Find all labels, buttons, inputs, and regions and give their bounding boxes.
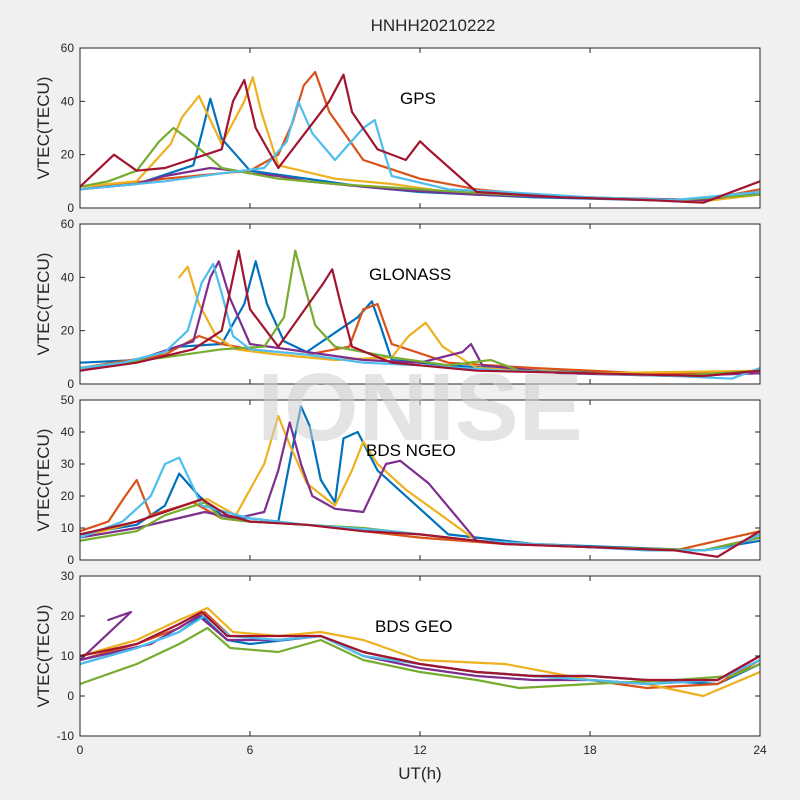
series-line-3	[80, 260, 760, 378]
y-tick-label: 40	[61, 425, 75, 439]
y-tick-label: 10	[61, 521, 75, 535]
y-tick-label: 40	[61, 270, 75, 284]
y-axis-label: VTEC(TECU)	[34, 253, 53, 356]
panel-label: GLONASS	[369, 265, 451, 284]
x-tick-label: 0	[77, 743, 84, 757]
y-axis-label: VTEC(TECU)	[34, 605, 53, 708]
series-line-6	[80, 498, 760, 558]
plot-area	[80, 48, 760, 208]
y-axis-label: VTEC(TECU)	[34, 429, 53, 532]
series-line-6	[80, 73, 760, 204]
y-tick-label: 30	[61, 457, 75, 471]
y-tick-label: 20	[61, 324, 75, 338]
plot-area	[80, 224, 760, 384]
series-group	[80, 70, 760, 204]
figure-title: HNHH20210222	[371, 16, 496, 35]
panel-label: BDS NGEO	[366, 441, 456, 460]
series-group	[80, 606, 760, 698]
y-tick-label: 60	[61, 41, 75, 55]
x-tick-label: 6	[247, 743, 254, 757]
watermark: IONISE	[257, 354, 582, 461]
y-tick-label: 60	[61, 217, 75, 231]
panel-label: GPS	[400, 89, 436, 108]
y-tick-label: 40	[61, 94, 75, 108]
y-tick-label: 30	[61, 569, 75, 583]
y-tick-label: 20	[61, 609, 75, 623]
y-tick-label: 0	[67, 377, 74, 391]
y-tick-label: 10	[61, 649, 75, 663]
panel-1: 0 20 40 60 GLONASS VTEC(TECU)	[34, 217, 761, 391]
y-tick-label: 0	[67, 689, 74, 703]
series-group	[80, 405, 760, 558]
x-tick-label: 12	[413, 743, 427, 757]
panel-label: BDS GEO	[375, 617, 452, 636]
x-tick-label: 24	[753, 743, 767, 757]
series-line-6	[80, 610, 760, 682]
y-tick-label: 20	[61, 489, 75, 503]
series-line-6	[80, 249, 760, 378]
series-line-1	[80, 302, 760, 375]
y-tick-label: -10	[57, 729, 75, 743]
panels: 0204060GPSVTEC(TECU)0204060GLONASSVTEC(T…	[34, 41, 767, 783]
panel-0: 0 20 40 60 GPS VTEC(TECU)	[34, 41, 761, 215]
y-tick-label: 0	[67, 201, 74, 215]
plot-area	[80, 576, 760, 736]
series-line-5	[80, 614, 760, 686]
y-tick-label: 0	[67, 553, 74, 567]
x-axis-label: UT(h)	[398, 764, 441, 783]
x-tick-label: 18	[583, 743, 597, 757]
series-line-4	[80, 626, 760, 690]
series-group	[80, 249, 760, 380]
panel-2: 0 10 20 30 40 50 BDS NGEO VTEC(TECU)	[34, 393, 761, 567]
y-tick-label: 50	[61, 393, 75, 407]
y-tick-label: 20	[61, 148, 75, 162]
y-axis-label: VTEC(TECU)	[34, 77, 53, 180]
